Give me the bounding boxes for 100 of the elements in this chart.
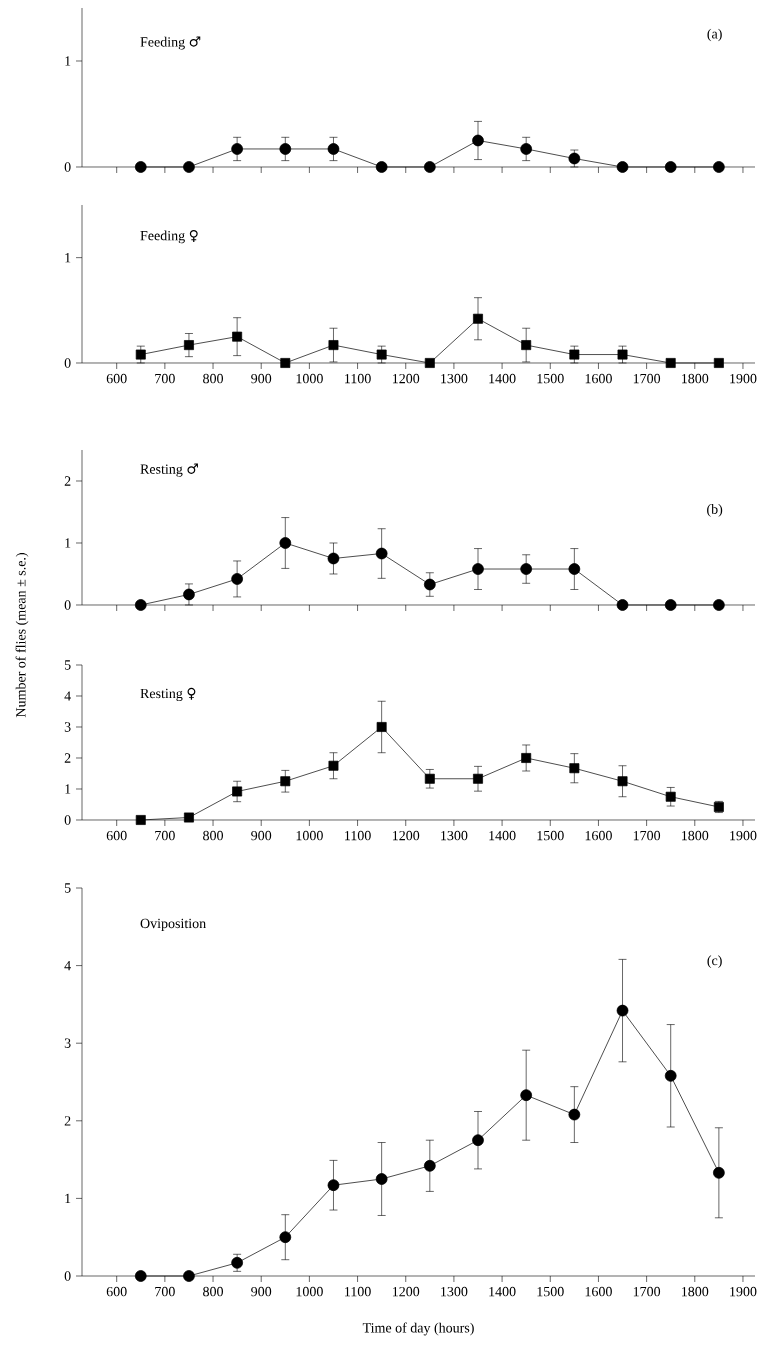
y-tick-label: 1 <box>65 56 71 66</box>
y-tick-label: 1 <box>65 1193 71 1204</box>
point <box>280 358 291 368</box>
x-tick-label: 1000 <box>296 373 323 384</box>
x-tick-label: 1900 <box>730 373 757 384</box>
point <box>327 1179 340 1192</box>
x-tick-label: 600 <box>106 830 127 841</box>
x-tick-label: 1900 <box>730 1286 757 1297</box>
point <box>616 1004 629 1017</box>
x-tick-label: 900 <box>251 373 272 384</box>
point <box>279 537 292 549</box>
point <box>520 1089 533 1102</box>
point <box>616 599 629 611</box>
x-tick-label: 1800 <box>682 830 709 841</box>
point <box>665 358 676 368</box>
x-tick-label: 1500 <box>537 373 564 384</box>
point <box>616 161 629 173</box>
y-tick-label: 2 <box>64 1116 71 1126</box>
point <box>713 1166 725 1179</box>
point <box>375 547 388 560</box>
point <box>184 812 194 823</box>
point <box>423 578 436 591</box>
point <box>472 134 484 147</box>
point <box>134 599 147 611</box>
point <box>134 1270 147 1282</box>
text: Resting ♂ <box>140 463 198 477</box>
x-tick-label: 1300 <box>441 830 468 841</box>
point <box>375 161 388 173</box>
y-tick-label: 1 <box>65 784 71 794</box>
x-tick-label: 1600 <box>585 373 612 384</box>
x-tick-label: 1300 <box>441 1286 468 1297</box>
x-tick-label: 700 <box>155 373 175 384</box>
point <box>424 358 435 368</box>
y-tick-label: 0 <box>64 358 71 368</box>
x-tick-label: 1600 <box>585 830 612 841</box>
text: Oviposition <box>140 918 206 931</box>
annotation: (b) <box>707 504 723 517</box>
x-tick-label: 800 <box>203 1286 224 1297</box>
y-tick-label: 2 <box>64 476 71 486</box>
point <box>279 143 292 155</box>
y-tick-label: 0 <box>64 162 71 172</box>
y-tick-label: 3 <box>64 1038 71 1048</box>
annotation: (a) <box>707 28 722 42</box>
point <box>713 358 724 368</box>
x-tick-label: 1500 <box>537 1286 564 1297</box>
text: Feeding ♂ <box>140 36 201 50</box>
point <box>713 161 725 173</box>
x-tick-label: 600 <box>106 373 127 384</box>
point <box>568 1108 581 1121</box>
point <box>423 161 436 173</box>
y-tick-label: 2 <box>64 753 71 763</box>
x-tick-label: 1000 <box>296 1286 323 1297</box>
x-tick-label: 1300 <box>441 373 468 384</box>
x-tick-label: 1700 <box>633 373 661 384</box>
x-tick-label: 800 <box>203 373 224 384</box>
point <box>327 552 340 565</box>
x-tick-label: 900 <box>251 1286 272 1297</box>
x-tick-label: 1400 <box>489 1286 516 1297</box>
x-tick-label: 1500 <box>537 830 564 841</box>
point <box>713 599 725 611</box>
y-tick-label: 4 <box>64 691 71 701</box>
y-tick-label: 5 <box>64 883 71 893</box>
point <box>568 563 581 575</box>
point <box>135 815 146 825</box>
x-tick-label: 1800 <box>682 373 709 384</box>
y-tick-label: 1 <box>65 538 71 548</box>
x-tick-label: 600 <box>106 1286 127 1297</box>
x-tick-label: 1600 <box>585 1286 612 1297</box>
text: Feeding ♀ <box>140 229 198 244</box>
x-tick-label: 1400 <box>489 830 516 841</box>
point <box>423 1159 436 1172</box>
point <box>279 1231 292 1244</box>
x-tick-label: 1700 <box>633 830 661 841</box>
text: Resting ♀ <box>140 687 196 702</box>
x-axis-title: Time of day (hours) <box>362 1322 474 1336</box>
point <box>183 1270 195 1282</box>
y-axis-title: Number of flies (mean ± s.e.) <box>15 553 29 718</box>
x-tick-label: 1200 <box>392 1286 420 1297</box>
point <box>520 563 533 575</box>
y-tick-label: 3 <box>64 722 71 732</box>
x-tick-label: 1100 <box>345 1286 371 1297</box>
point <box>568 152 581 165</box>
point <box>520 143 533 155</box>
x-tick-label: 1100 <box>345 373 371 384</box>
x-tick-label: 1800 <box>682 1286 709 1297</box>
x-tick-label: 1100 <box>345 830 371 841</box>
point <box>472 1134 484 1147</box>
point <box>664 161 677 173</box>
x-tick-label: 1200 <box>392 830 420 841</box>
x-tick-label: 700 <box>155 830 175 841</box>
point <box>327 143 340 155</box>
point <box>134 161 147 173</box>
y-tick-label: 0 <box>64 815 71 825</box>
y-tick-label: 0 <box>64 600 71 610</box>
x-tick-label: 1400 <box>489 373 516 384</box>
y-tick-label: 0 <box>64 1271 71 1281</box>
y-tick-label: 1 <box>65 253 71 263</box>
x-tick-label: 1700 <box>633 1286 661 1297</box>
x-tick-label: 1200 <box>392 373 420 384</box>
x-tick-label: 1900 <box>730 830 757 841</box>
